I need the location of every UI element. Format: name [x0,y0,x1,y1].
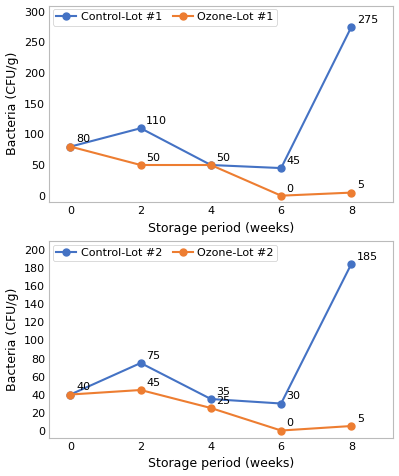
Control-Lot #2 [68,392,73,397]
Line: Control-Lot #1: Control-Lot #1 [67,23,355,171]
Text: 110: 110 [146,116,167,126]
Ozone-Lot #2 [349,423,354,429]
Control-Lot #2 [279,401,284,407]
Line: Ozone-Lot #1: Ozone-Lot #1 [67,143,355,199]
Legend: Control-Lot #2, Ozone-Lot #2: Control-Lot #2, Ozone-Lot #2 [53,245,277,261]
Ozone-Lot #2 [138,387,143,393]
Text: 40: 40 [76,382,90,392]
Text: 50: 50 [216,153,231,163]
Text: 50: 50 [146,153,160,163]
Ozone-Lot #1 [68,144,73,149]
Text: 0: 0 [286,184,294,194]
Control-Lot #1 [279,165,284,171]
Ozone-Lot #2 [209,405,213,411]
Line: Ozone-Lot #2: Ozone-Lot #2 [67,387,355,434]
Ozone-Lot #1 [138,162,143,168]
Ozone-Lot #1 [209,162,213,168]
Control-Lot #1 [138,125,143,131]
Control-Lot #1 [209,162,213,168]
Text: 30: 30 [286,391,301,401]
Text: 5: 5 [357,180,364,190]
Text: 185: 185 [357,252,378,262]
Control-Lot #2 [209,396,213,402]
Control-Lot #1 [68,144,73,149]
Text: 5: 5 [357,414,364,424]
Text: 45: 45 [146,378,160,388]
Text: 80: 80 [76,134,90,144]
X-axis label: Storage period (weeks): Storage period (weeks) [148,457,294,470]
Control-Lot #2 [349,261,354,267]
Ozone-Lot #1 [279,193,284,198]
X-axis label: Storage period (weeks): Storage period (weeks) [148,221,294,235]
Text: 0: 0 [286,418,294,428]
Y-axis label: Bacteria (CFU/g): Bacteria (CFU/g) [6,288,19,391]
Control-Lot #2 [138,360,143,366]
Text: 75: 75 [146,351,160,361]
Ozone-Lot #2 [68,392,73,397]
Legend: Control-Lot #1, Ozone-Lot #1: Control-Lot #1, Ozone-Lot #1 [53,9,277,26]
Line: Control-Lot #2: Control-Lot #2 [67,260,355,407]
Text: 275: 275 [357,15,378,25]
Text: 35: 35 [216,387,231,397]
Ozone-Lot #2 [279,427,284,433]
Ozone-Lot #1 [349,190,354,196]
Control-Lot #1 [349,24,354,30]
Text: 45: 45 [286,156,301,166]
Y-axis label: Bacteria (CFU/g): Bacteria (CFU/g) [6,52,19,155]
Text: 25: 25 [216,396,231,406]
